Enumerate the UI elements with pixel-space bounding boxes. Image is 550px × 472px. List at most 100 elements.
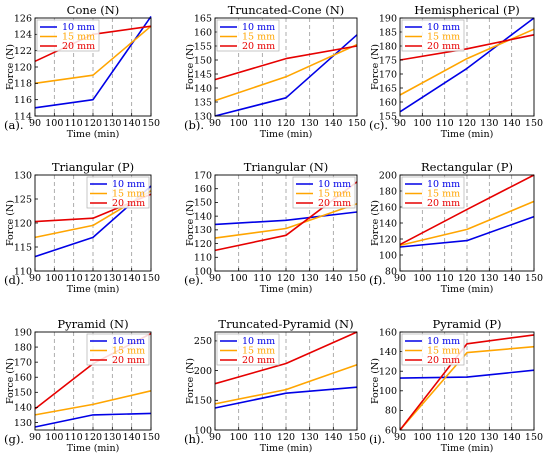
y-tick-label: 150 (194, 55, 212, 66)
series-line-3 (399, 174, 535, 246)
legend-label: 15 mm (427, 346, 460, 357)
panel-letter: (f). (369, 273, 386, 287)
y-tick-label: 114 (14, 111, 32, 122)
y-tick-label: 140 (194, 83, 212, 94)
y-tick-label: 250 (194, 336, 212, 347)
y-axis-label: Force (N) (5, 200, 16, 246)
x-tick-label: 100 (413, 432, 431, 443)
y-tick-label: 150 (194, 198, 212, 209)
y-axis-label: Force (N) (185, 44, 196, 90)
y-axis-label: Force (N) (370, 200, 381, 246)
x-tick-label: 140 (503, 118, 521, 129)
panel-2: 90 100 110 120 130 140 150 130 135 140 145 150 155 16… (184, 3, 366, 140)
y-tick-label: 200 (379, 170, 397, 181)
y-tick-label: 140 (194, 211, 212, 222)
x-tick-label: 90 (29, 432, 41, 443)
x-axis-label: Time (min) (260, 284, 313, 295)
panel-title: Triangular (P) (52, 160, 134, 174)
y-tick-label: 160 (194, 27, 212, 38)
x-tick-label: 140 (503, 273, 521, 284)
legend-label: 15 mm (427, 189, 460, 200)
x-tick-label: 100 (413, 273, 431, 284)
x-tick-label: 120 (458, 273, 476, 284)
y-tick-label: 120 (194, 239, 212, 250)
x-tick-label: 120 (458, 118, 476, 129)
x-tick-label: 100 (230, 118, 248, 129)
x-tick-label: 150 (525, 273, 543, 284)
y-tick-label: 120 (14, 218, 32, 229)
legend-label: 20 mm (62, 41, 95, 52)
x-tick-label: 90 (209, 273, 221, 284)
y-tick-label: 100 (194, 266, 212, 277)
legend-label: 10 mm (242, 22, 275, 33)
series-line-1 (214, 211, 358, 226)
x-tick-label: 110 (436, 118, 454, 129)
panel-7: 90 100 110 120 130 140 15013014015016017018019… (4, 317, 160, 454)
x-tick-label: 110 (436, 432, 454, 443)
x-tick-label: 140 (324, 118, 342, 129)
y-tick-label: 160 (14, 373, 32, 384)
y-tick-label: 160 (194, 184, 212, 195)
series-line-3 (214, 45, 358, 81)
y-tick-label: 150 (14, 388, 32, 399)
panel-letter: (h). (184, 432, 204, 446)
panel-1: 90 100 110 120 130 140 15011411611812012212412… (4, 3, 160, 140)
x-tick-label: 140 (503, 432, 521, 443)
legend-label: 10 mm (62, 22, 95, 33)
y-tick-label: 200 (194, 366, 212, 377)
x-tick-label: 100 (230, 432, 248, 443)
y-tick-label: 170 (14, 357, 32, 368)
series-line-3 (399, 34, 535, 61)
x-tick-label: 120 (84, 432, 102, 443)
y-tick-label: 115 (14, 242, 32, 253)
x-tick-label: 90 (394, 432, 406, 443)
x-tick-label: 100 (45, 273, 63, 284)
x-tick-label: 100 (230, 273, 248, 284)
x-tick-label: 120 (458, 432, 476, 443)
x-tick-label: 90 (394, 273, 406, 284)
y-tick-label: 190 (379, 13, 397, 24)
x-tick-label: 110 (65, 273, 83, 284)
x-tick-label: 120 (277, 118, 295, 129)
y-tick-label: 170 (194, 170, 212, 181)
y-axis-label: Force (N) (5, 44, 16, 90)
x-tick-label: 140 (324, 432, 342, 443)
x-tick-label: 110 (253, 273, 271, 284)
legend-label: 10 mm (112, 179, 145, 190)
x-tick-label: 140 (123, 432, 141, 443)
series-line-1 (399, 17, 535, 113)
y-tick-label: 80 (385, 406, 397, 417)
x-tick-label: 110 (253, 432, 271, 443)
y-tick-label: 180 (379, 186, 397, 197)
panel-letter: (b). (184, 118, 204, 132)
x-tick-label: 140 (123, 118, 141, 129)
legend-label: 20 mm (318, 198, 351, 209)
x-tick-label: 140 (324, 273, 342, 284)
x-tick-label: 130 (480, 432, 498, 443)
y-tick-label: 124 (14, 30, 32, 41)
y-tick-label: 110 (14, 266, 32, 277)
y-tick-label: 60 (385, 425, 397, 436)
x-tick-label: 100 (413, 118, 431, 129)
series-line-3 (214, 331, 358, 385)
y-tick-label: 160 (379, 327, 397, 338)
y-tick-label: 140 (379, 218, 397, 229)
y-tick-label: 170 (379, 69, 397, 80)
panel-letter: (e). (184, 273, 203, 287)
series-line-2 (34, 390, 152, 416)
y-tick-label: 140 (14, 403, 32, 414)
y-axis-label: Force (N) (370, 44, 381, 90)
y-tick-label: 140 (379, 347, 397, 358)
series-line-1 (399, 369, 535, 379)
y-tick-label: 130 (194, 111, 212, 122)
legend-label: 10 mm (112, 336, 145, 347)
series-line-1 (34, 15, 152, 109)
legend-label: 20 mm (427, 198, 460, 209)
x-tick-label: 90 (394, 118, 406, 129)
x-tick-label: 150 (348, 273, 366, 284)
legend-label: 20 mm (242, 355, 275, 366)
